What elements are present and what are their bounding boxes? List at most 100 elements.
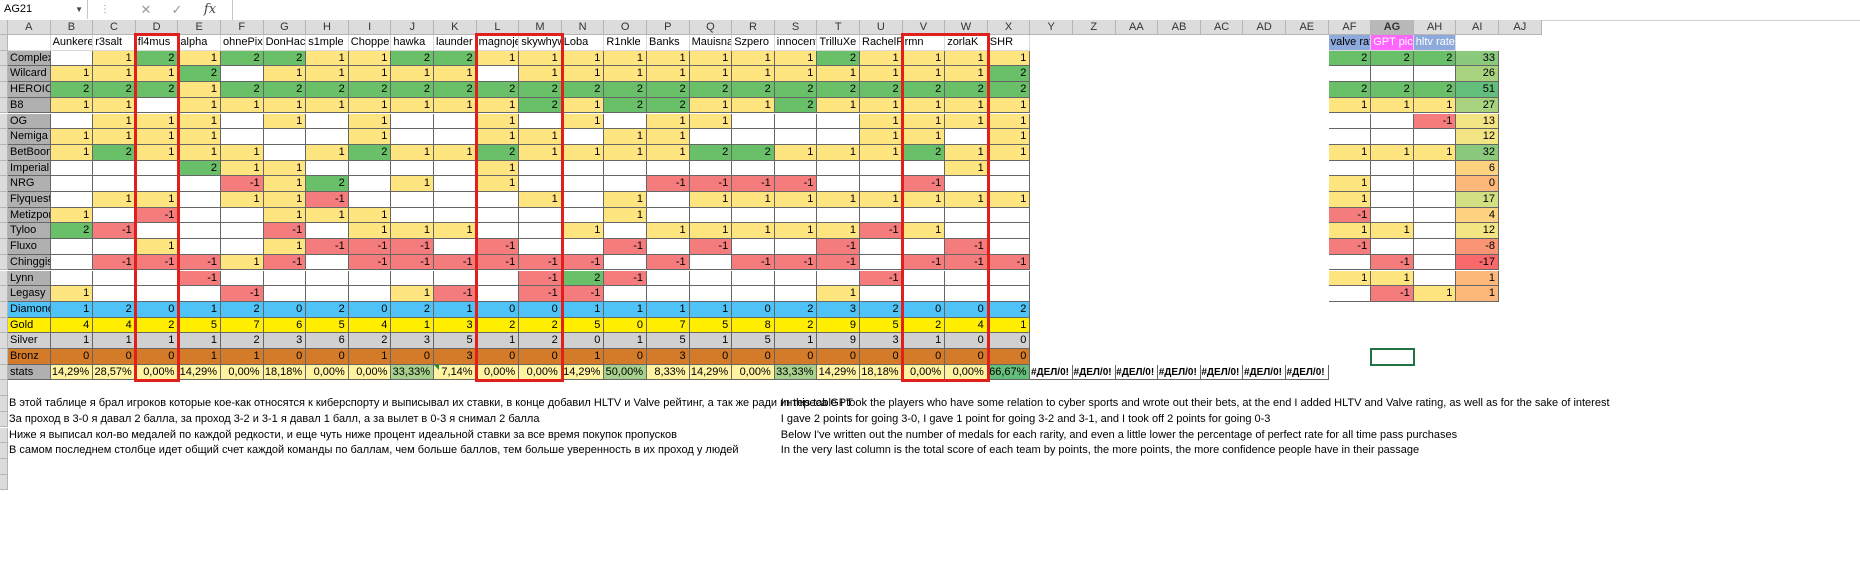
rating-cell[interactable] bbox=[1328, 254, 1372, 271]
stats-cell[interactable]: 0,00% bbox=[135, 364, 179, 381]
score-cell[interactable]: 1 bbox=[561, 50, 605, 67]
score-cell[interactable] bbox=[561, 192, 605, 208]
score-cell[interactable]: 1 bbox=[391, 223, 434, 240]
score-cell[interactable]: 2 bbox=[306, 176, 349, 192]
score-cell[interactable]: 1 bbox=[263, 239, 307, 255]
score-cell[interactable]: 1 bbox=[902, 97, 946, 114]
score-cell[interactable]: 1 bbox=[348, 113, 392, 130]
score-cell[interactable] bbox=[135, 176, 179, 192]
score-cell[interactable]: 1 bbox=[945, 66, 988, 83]
score-cell[interactable] bbox=[519, 176, 562, 192]
team-total-cell[interactable]: 13 bbox=[1456, 113, 1499, 130]
error-cell[interactable]: #ДЕЛ/0! bbox=[1030, 364, 1073, 381]
score-cell[interactable] bbox=[93, 270, 136, 287]
score-cell[interactable] bbox=[732, 113, 775, 130]
rating-cell[interactable]: -1 bbox=[1413, 113, 1457, 130]
score-cell[interactable]: 2 bbox=[774, 82, 818, 98]
score-cell[interactable] bbox=[732, 286, 775, 302]
score-cell[interactable]: 1 bbox=[987, 50, 1031, 67]
score-cell[interactable] bbox=[476, 192, 520, 208]
score-cell[interactable]: 1 bbox=[902, 223, 946, 240]
rating-cell[interactable] bbox=[1371, 129, 1414, 145]
score-cell[interactable]: 2 bbox=[50, 82, 94, 98]
chevron-down-icon[interactable]: ▼ bbox=[75, 5, 83, 14]
row-header[interactable] bbox=[0, 82, 8, 98]
player-name-header[interactable]: s1mple bbox=[306, 35, 349, 51]
score-cell[interactable]: 1 bbox=[348, 50, 392, 67]
score-cell[interactable] bbox=[945, 129, 988, 145]
stats-cell[interactable]: 14,29% bbox=[50, 364, 94, 381]
rating-cell[interactable]: 1 bbox=[1413, 286, 1457, 302]
score-cell[interactable]: -1 bbox=[689, 239, 733, 255]
rating-cell[interactable]: 2 bbox=[1371, 50, 1414, 67]
row-header[interactable] bbox=[0, 113, 8, 130]
score-cell[interactable]: 1 bbox=[774, 192, 818, 208]
medal-count-cell[interactable]: 6 bbox=[263, 317, 307, 334]
player-name-header[interactable]: hawka bbox=[391, 35, 434, 51]
stats-label[interactable]: stats bbox=[8, 364, 51, 381]
column-header-aj[interactable]: AJ bbox=[1499, 20, 1542, 35]
score-cell[interactable]: 1 bbox=[604, 144, 647, 161]
medal-count-cell[interactable]: 0 bbox=[519, 301, 562, 318]
score-cell[interactable] bbox=[348, 176, 392, 192]
score-cell[interactable]: -1 bbox=[987, 254, 1031, 271]
medal-count-cell[interactable]: 1 bbox=[561, 301, 605, 318]
medal-count-cell[interactable]: 5 bbox=[647, 333, 690, 349]
rating-cell[interactable]: 1 bbox=[1328, 176, 1372, 192]
stats-cell[interactable]: 7,14% bbox=[434, 364, 477, 381]
score-cell[interactable]: 1 bbox=[476, 97, 520, 114]
score-cell[interactable]: 1 bbox=[519, 192, 562, 208]
score-cell[interactable]: 1 bbox=[306, 97, 349, 114]
score-cell[interactable] bbox=[987, 176, 1031, 192]
score-cell[interactable] bbox=[135, 286, 179, 302]
score-cell[interactable] bbox=[732, 207, 775, 224]
score-cell[interactable]: 2 bbox=[561, 82, 605, 98]
score-cell[interactable]: 1 bbox=[604, 192, 647, 208]
medal-count-cell[interactable]: 2 bbox=[391, 301, 434, 318]
rating-cell[interactable]: 1 bbox=[1371, 97, 1414, 114]
medal-count-cell[interactable]: 2 bbox=[774, 317, 818, 334]
rating-cell[interactable] bbox=[1371, 192, 1414, 208]
score-cell[interactable]: -1 bbox=[732, 176, 775, 192]
medal-count-cell[interactable]: 1 bbox=[689, 301, 733, 318]
rating-cell[interactable]: 2 bbox=[1371, 82, 1414, 98]
team-name[interactable]: Lynn bbox=[8, 270, 51, 287]
medal-count-cell[interactable]: 2 bbox=[306, 301, 349, 318]
column-header-g[interactable]: G bbox=[263, 20, 307, 35]
score-cell[interactable] bbox=[860, 207, 903, 224]
score-cell[interactable] bbox=[263, 286, 307, 302]
score-cell[interactable]: 1 bbox=[774, 223, 818, 240]
score-cell[interactable]: 2 bbox=[135, 50, 179, 67]
rating-cell[interactable] bbox=[1413, 207, 1457, 224]
medal-count-cell[interactable]: 0 bbox=[689, 349, 733, 365]
row-header[interactable] bbox=[0, 35, 8, 51]
team-total-cell[interactable]: 12 bbox=[1456, 129, 1499, 145]
medal-count-cell[interactable]: 1 bbox=[604, 333, 647, 349]
score-cell[interactable] bbox=[689, 207, 733, 224]
score-cell[interactable]: 1 bbox=[306, 207, 349, 224]
score-cell[interactable]: 1 bbox=[860, 97, 903, 114]
score-cell[interactable] bbox=[647, 192, 690, 208]
medal-count-cell[interactable]: 1 bbox=[902, 333, 946, 349]
player-name-header[interactable]: magnoje bbox=[476, 35, 520, 51]
rating-cell[interactable] bbox=[1371, 207, 1414, 224]
rating-cell[interactable]: 1 bbox=[1328, 97, 1372, 114]
score-cell[interactable] bbox=[732, 129, 775, 145]
score-cell[interactable] bbox=[306, 254, 349, 271]
rating-cell[interactable]: 1 bbox=[1371, 223, 1414, 240]
team-name[interactable]: Imperial bbox=[8, 160, 51, 177]
score-cell[interactable]: -1 bbox=[434, 286, 477, 302]
score-cell[interactable]: 1 bbox=[561, 223, 605, 240]
team-name[interactable]: Nemiga bbox=[8, 129, 51, 145]
score-cell[interactable]: 1 bbox=[391, 66, 434, 83]
score-cell[interactable]: 1 bbox=[263, 176, 307, 192]
column-header-v[interactable]: V bbox=[902, 20, 946, 35]
rating-cell[interactable] bbox=[1371, 113, 1414, 130]
medal-count-cell[interactable]: 0 bbox=[987, 333, 1031, 349]
medal-count-cell[interactable]: 2 bbox=[774, 301, 818, 318]
score-cell[interactable] bbox=[221, 270, 264, 287]
name-box[interactable]: AG21 ▼ bbox=[0, 0, 88, 19]
score-cell[interactable] bbox=[774, 160, 818, 177]
row-header[interactable] bbox=[0, 349, 8, 365]
score-cell[interactable]: 1 bbox=[519, 144, 562, 161]
